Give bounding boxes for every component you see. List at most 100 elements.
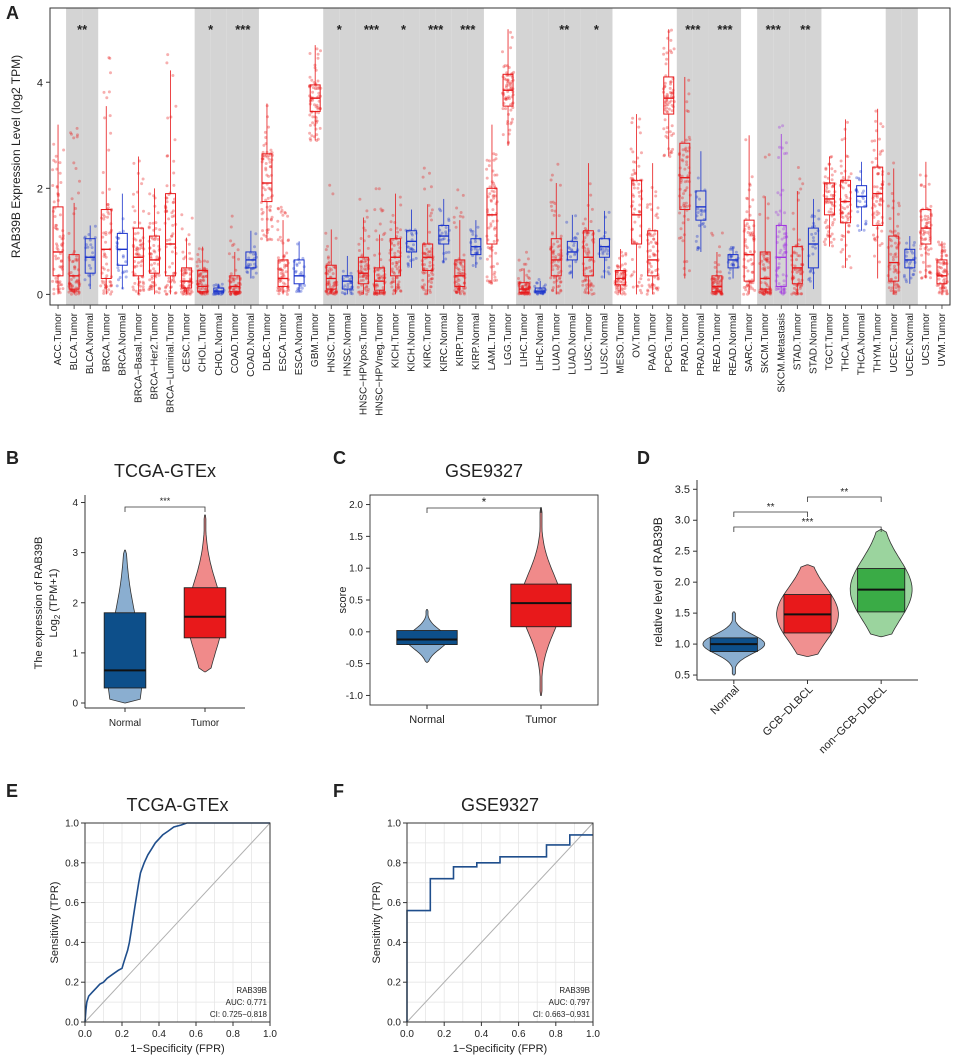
jitter-point <box>461 268 465 272</box>
jitter-point <box>187 242 191 246</box>
jitter-point <box>895 282 899 286</box>
jitter-point <box>617 288 621 292</box>
jitter-point <box>587 231 591 235</box>
jitter-point <box>363 220 367 224</box>
jitter-point <box>824 167 828 171</box>
jitter-point <box>942 260 946 264</box>
jitter-point <box>824 166 828 170</box>
jitter-point <box>877 202 881 206</box>
jitter-point <box>190 257 194 261</box>
shade-band <box>789 8 806 305</box>
jitter-point <box>74 257 78 261</box>
jitter-point <box>311 121 315 125</box>
jitter-point <box>182 284 186 288</box>
y-tick-label: 0 <box>72 698 78 709</box>
jitter-point <box>840 238 844 242</box>
panel-label-f: F <box>333 781 344 801</box>
jitter-point <box>700 208 704 212</box>
jitter-point <box>180 227 184 231</box>
x-tick-label: THCA.Normal <box>857 313 868 375</box>
jitter-point <box>56 248 60 252</box>
jitter-point <box>878 243 882 247</box>
jitter-point <box>777 262 781 266</box>
y-tick-label: 1.0 <box>65 819 79 830</box>
jitter-point <box>138 289 142 293</box>
jitter-point <box>696 207 700 211</box>
jitter-point <box>926 215 930 218</box>
shade-band <box>548 8 565 305</box>
jitter-point <box>810 215 814 219</box>
jitter-point <box>276 289 280 293</box>
jitter-point <box>842 234 846 238</box>
significance-label: ** <box>77 22 88 37</box>
jitter-point <box>187 285 191 289</box>
jitter-point <box>430 271 434 275</box>
jitter-point <box>452 221 456 225</box>
jitter-point <box>874 109 878 113</box>
jitter-point <box>83 235 87 239</box>
jitter-point <box>653 275 657 279</box>
jitter-point <box>214 283 218 287</box>
jitter-point <box>455 290 459 294</box>
jitter-point <box>373 290 377 294</box>
jitter-point <box>485 257 489 261</box>
jitter-point <box>583 249 587 253</box>
x-tick-label: BRCA.Tumor <box>101 312 112 372</box>
jitter-point <box>469 228 473 232</box>
jitter-point <box>728 247 732 251</box>
jitter-point <box>428 171 431 175</box>
jitter-point <box>365 285 369 289</box>
jitter-point <box>666 110 670 114</box>
jitter-point <box>99 284 103 288</box>
x-tick-label: OV.Tumor <box>632 312 643 357</box>
jitter-point <box>509 122 513 126</box>
jitter-point <box>549 276 553 280</box>
jitter-point <box>811 252 815 256</box>
jitter-point <box>669 38 673 42</box>
jitter-point <box>105 262 109 266</box>
jitter-point <box>846 212 850 216</box>
jitter-point <box>280 287 283 291</box>
jitter-point <box>308 137 312 141</box>
jitter-point <box>913 241 916 244</box>
jitter-point <box>153 196 157 200</box>
jitter-point <box>553 202 557 205</box>
jitter-point <box>614 290 618 294</box>
jitter-point <box>493 279 497 282</box>
jitter-point <box>873 139 877 143</box>
jitter-point <box>383 231 387 235</box>
jitter-point <box>783 287 787 291</box>
jitter-point <box>730 263 734 267</box>
jitter-point <box>825 190 829 194</box>
jitter-point <box>183 255 187 259</box>
jitter-point <box>874 119 878 123</box>
jitter-point <box>925 221 929 225</box>
x-tick-label: COAD.Normal <box>246 313 257 377</box>
jitter-point <box>584 283 588 287</box>
x-tick-label: BLCA.Normal <box>85 313 96 374</box>
jitter-point <box>103 215 107 219</box>
jitter-point <box>267 157 271 161</box>
jitter-point <box>254 232 258 236</box>
jitter-point <box>72 136 76 140</box>
jitter-point <box>825 226 828 230</box>
box-HNSC−HPVneg.Tumor <box>373 267 385 291</box>
jitter-point <box>444 226 448 229</box>
x-tick-label: BRCA−Basal.Tumor <box>133 312 144 403</box>
jitter-point <box>326 244 329 248</box>
jitter-point <box>879 150 883 154</box>
jitter-point <box>374 229 378 233</box>
jitter-point <box>929 271 933 275</box>
jitter-point <box>430 277 434 281</box>
jitter-point <box>927 182 931 186</box>
jitter-point <box>409 246 413 250</box>
jitter-point <box>105 96 109 100</box>
jitter-point <box>664 62 668 66</box>
jitter-point <box>359 266 363 269</box>
jitter-point <box>926 264 930 268</box>
jitter-point <box>654 214 658 218</box>
jitter-point <box>817 209 821 213</box>
jitter-point <box>874 129 878 133</box>
jitter-point <box>941 270 945 274</box>
jitter-point <box>572 236 576 240</box>
